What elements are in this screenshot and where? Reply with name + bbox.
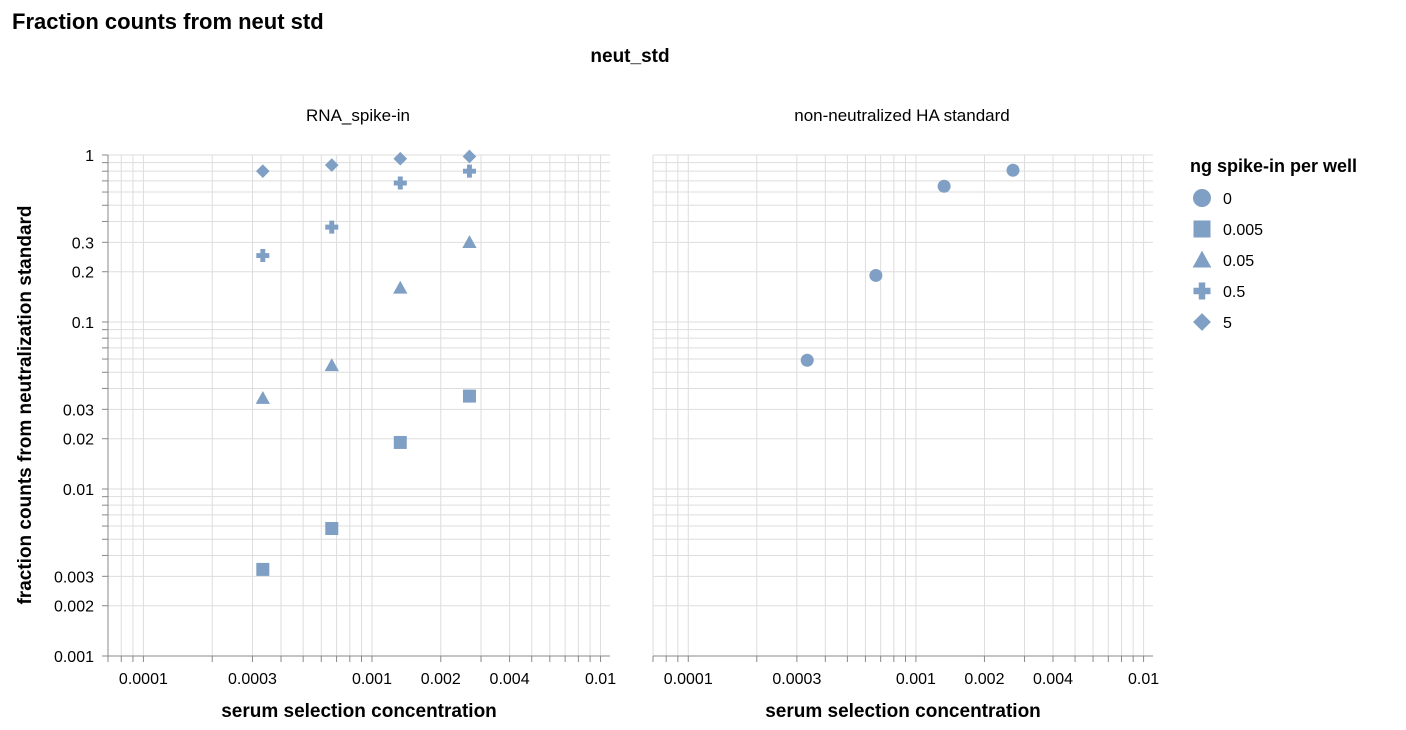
legend-symbol-circle [1193,189,1211,207]
y-tick-label: 1 [85,148,94,165]
x-tick-label: 0.004 [1033,671,1073,688]
data-point-square [462,389,476,403]
gridlines [107,154,610,657]
facet-panel-rna-spike-in: RNA_spike-in 0.0001 0.0003 0.001 0.002 0.004… [54,106,616,688]
gridlines [652,154,1153,657]
data-point-cross [462,164,476,178]
legend-symbol-triangle [1192,250,1212,268]
data-point-cross [325,220,339,234]
y-tick-label: 0.001 [54,649,94,666]
y-tick-label: 0.02 [63,432,94,449]
legend-label: 0.5 [1223,284,1245,301]
y-tick-label: 0.003 [54,569,94,586]
facet-title: RNA_spike-in [306,106,410,125]
legend-label: 0.005 [1223,222,1263,239]
legend-symbol-diamond [1193,313,1211,331]
y-tick-label: 0.01 [63,482,94,499]
legend-symbol-square [1193,220,1211,238]
data-point-triangle [324,358,339,372]
data-points [255,149,477,576]
x-tick-label: 0.0001 [119,671,168,688]
y-tick-label: 0.3 [72,235,94,252]
legend-symbol-cross [1193,282,1211,300]
x-tick-label: 0.002 [421,671,461,688]
data-point-triangle [462,235,477,249]
data-point-circle [869,268,883,282]
y-tick-label: 0.2 [72,265,94,282]
data-point-circle [1006,163,1020,177]
x-tick-label: 0.004 [490,671,530,688]
x-tick-label: 0.0003 [772,671,821,688]
x-tick-label: 0.01 [585,671,616,688]
x-tick-label: 0.0003 [228,671,277,688]
x-tick-label: 0.002 [964,671,1004,688]
legend-label: 0 [1223,191,1232,208]
legend: ng spike-in per well 0 0.005 0.05 0.5 5 [1190,156,1357,332]
legend-label: 5 [1223,315,1232,332]
data-points [800,163,1020,367]
data-point-square [256,562,270,576]
x-tick-label: 0.01 [1128,671,1159,688]
y-tick-label: 0.03 [63,402,94,419]
legend-title: ng spike-in per well [1190,156,1357,176]
data-point-cross [393,176,407,190]
data-point-diamond [255,164,270,179]
facet-title: non-neutralized HA standard [794,106,1009,125]
data-point-diamond [462,149,477,164]
data-point-circle [937,179,951,193]
facet-header: neut_std [590,46,669,67]
legend-label: 0.05 [1223,253,1254,270]
y-axis-title: fraction counts from neutralization stan… [15,205,36,604]
x-tick-label: 0.001 [896,671,936,688]
data-point-square [325,522,339,536]
facet-panel-ha-standard: non-neutralized HA standard 0.0001 0.0003… [652,106,1159,688]
data-point-circle [800,353,814,367]
x-tick-label: 0.0001 [664,671,713,688]
x-tick-label: 0.001 [352,671,392,688]
data-point-triangle [255,390,270,404]
chart-title: Fraction counts from neut std [12,9,324,34]
data-point-diamond [393,151,408,166]
data-point-cross [256,249,270,263]
y-tick-label: 0.1 [72,315,94,332]
data-point-square [393,435,407,449]
x-axis-title: serum selection concentration [765,701,1041,722]
y-tick-label: 0.002 [54,599,94,616]
data-point-triangle [393,280,408,294]
x-axis-title: serum selection concentration [221,701,497,722]
data-point-diamond [324,158,339,172]
